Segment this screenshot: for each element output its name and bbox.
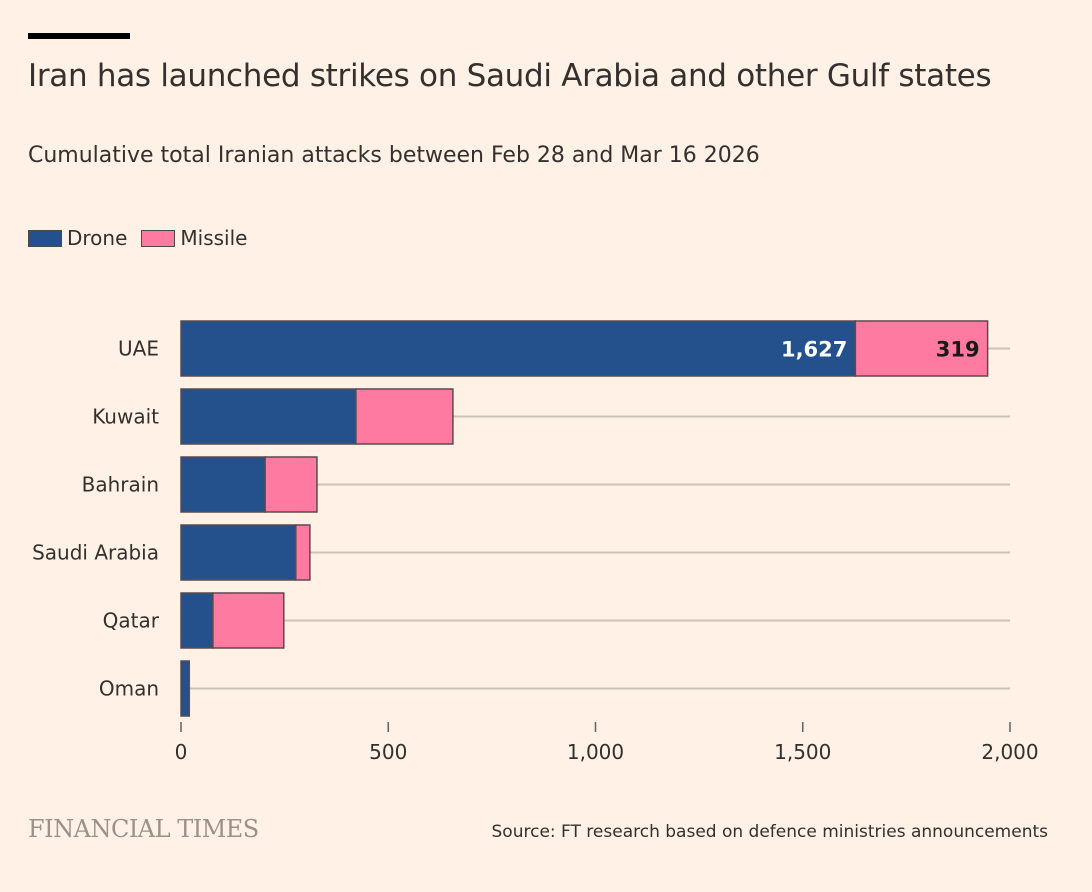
data-label: 1,627 xyxy=(781,338,847,362)
data-label: 319 xyxy=(936,338,980,362)
chart-title: Iran has launched strikes on Saudi Arabi… xyxy=(28,58,992,94)
legend-item-drone: Drone xyxy=(28,226,127,250)
bar-drone xyxy=(180,388,357,445)
legend-swatch-missile xyxy=(141,229,176,247)
bar-missile xyxy=(212,592,285,649)
legend-item-missile: Missile xyxy=(141,226,247,250)
bar-missile xyxy=(355,388,454,445)
ft-logo: FINANCIAL TIMES xyxy=(28,815,259,843)
chart-subtitle: Cumulative total Iranian attacks between… xyxy=(28,143,760,168)
x-tick-label: 0 xyxy=(175,740,188,764)
bar-drone xyxy=(180,320,857,377)
x-tick-label: 2,000 xyxy=(981,740,1038,764)
legend-label-missile: Missile xyxy=(180,226,248,250)
category-label: Kuwait xyxy=(92,405,159,429)
category-label: UAE xyxy=(118,337,159,361)
legend-label-drone: Drone xyxy=(67,226,128,250)
category-label: Oman xyxy=(99,677,159,701)
bar-missile xyxy=(295,524,311,581)
category-label: Saudi Arabia xyxy=(32,541,159,565)
source-note: Source: FT research based on defence min… xyxy=(491,822,1048,842)
x-tick-label: 500 xyxy=(369,740,407,764)
legend-swatch-drone xyxy=(28,229,62,247)
bar-drone xyxy=(180,456,266,513)
legend: Drone Missile xyxy=(28,226,261,250)
category-label: Qatar xyxy=(103,609,160,633)
bar-drone xyxy=(180,592,214,649)
x-tick-label: 1,500 xyxy=(774,740,831,764)
bar-missile xyxy=(264,456,318,513)
bar-drone xyxy=(180,524,297,581)
x-tick-label: 1,000 xyxy=(567,740,624,764)
bar-drone xyxy=(180,660,191,717)
category-label: Bahrain xyxy=(82,473,159,497)
title-accent-bar xyxy=(28,33,130,39)
bar-missile xyxy=(854,320,989,377)
